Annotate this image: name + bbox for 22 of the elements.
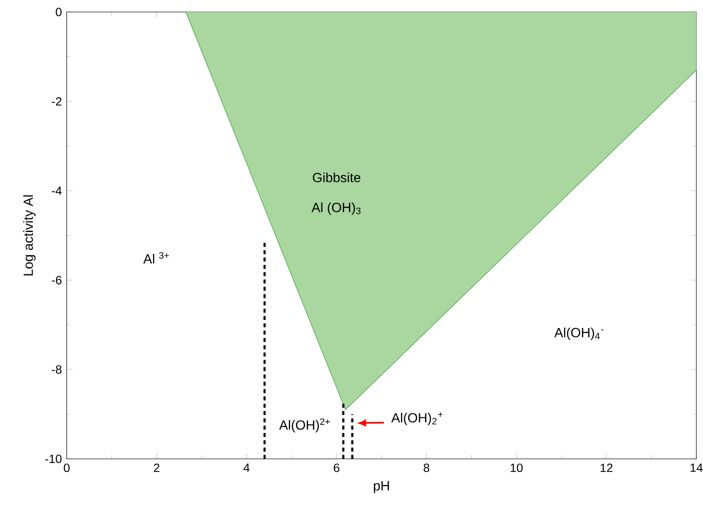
x-tick-label: 2	[154, 464, 160, 472]
y-tick-label: 0	[56, 8, 62, 16]
y-tick-label: -10	[45, 454, 62, 464]
y-tick-label: -4	[52, 186, 62, 196]
x-axis-title: pH	[374, 481, 389, 494]
x-tick-label: 4	[244, 464, 250, 472]
x-tick-label: 0	[64, 464, 70, 472]
x-tick-label: 10	[510, 464, 523, 472]
x-tick-label: 14	[690, 464, 703, 472]
annotation: Al(OH)$^{2+}$	[279, 418, 330, 433]
x-tick-label: 12	[600, 464, 612, 472]
annotation: Gibbsite	[312, 172, 360, 182]
x-tick-label: 6	[334, 464, 340, 472]
y-tick-label: -6	[52, 276, 62, 285]
x-tick-label: 8	[424, 464, 430, 472]
annotation: Al(OH)$_{2}$+	[391, 412, 443, 426]
annotation: Al $^{3+}$	[143, 252, 169, 264]
y-tick-label: -2	[52, 97, 62, 106]
y-axis-title: Log activity Al	[23, 196, 36, 276]
annotation: Al(OH)$_{4}$-	[554, 328, 604, 340]
annotation: Al (OH)$_{3}$	[311, 202, 361, 216]
y-tick-label: -8	[52, 365, 62, 374]
